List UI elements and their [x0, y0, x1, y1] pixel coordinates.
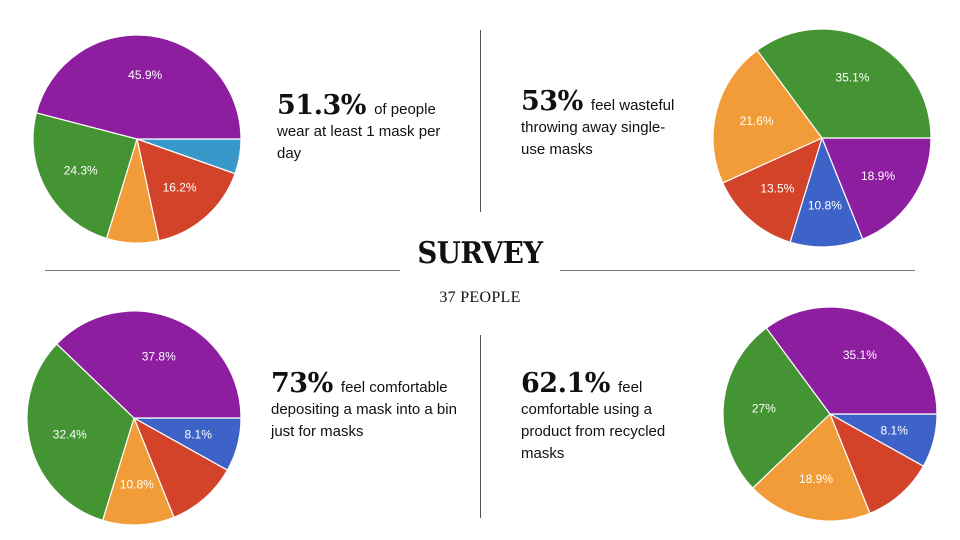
divider-horizontal-left — [45, 270, 400, 271]
pie-slice — [101, 416, 175, 526]
pie-slice-label: 8.1% — [185, 428, 213, 442]
pie-slice-label: 45.9% — [128, 68, 162, 82]
pie-slice — [32, 112, 138, 240]
pie-slice-label: 27% — [752, 401, 776, 415]
pie-slice — [821, 137, 932, 240]
pie-slice — [751, 412, 871, 522]
stat-text-2: 53% feel wasteful throwing away single-u… — [521, 88, 681, 161]
pie-chart-2: 18.9% 10.8% 13.5% 21.6% 35.1% — [712, 28, 932, 248]
pie-slice-label: 32.4% — [53, 428, 87, 442]
pie-chart-4: 8.1% 18.9% 27% 35.1% — [722, 306, 938, 522]
pie-slice-label: 35.1% — [835, 71, 869, 85]
pie-slice-label: 21.6% — [740, 114, 774, 128]
divider-vertical-top — [480, 30, 481, 212]
stat-text-4: 62.1% feel comfortable using a product f… — [521, 370, 686, 465]
stat-percent: 51.3% — [277, 90, 366, 121]
pie-slice-label: 37.8% — [142, 349, 176, 363]
divider-horizontal-right — [560, 270, 915, 271]
pie-slice — [136, 138, 236, 242]
pie-slice-label: 24.3% — [64, 163, 98, 177]
pie-slice-label: 10.8% — [120, 477, 154, 491]
stat-percent: 53% — [521, 86, 583, 117]
pie-slice — [828, 412, 925, 515]
pie-slice-label: 8.1% — [881, 424, 909, 438]
pie-chart-3: 8.1% 10.8% 32.4% 37.8% — [26, 310, 242, 526]
stat-description: of people wear at least 1 mask per day — [277, 101, 441, 162]
divider-vertical-bottom — [480, 335, 481, 518]
pie-slice — [721, 136, 823, 243]
pie-slice — [765, 306, 938, 415]
pie-slice — [712, 49, 823, 184]
stat-description: feel comfortable using a product from re… — [521, 379, 666, 462]
page-title: SURVEY — [417, 236, 543, 271]
stat-description: feel wasteful throwing away single-use m… — [521, 97, 675, 158]
pie-slice — [55, 310, 242, 419]
pie-slice — [26, 343, 135, 522]
pie-slice-label: 10.8% — [808, 199, 842, 213]
pie-slice-label: 18.9% — [861, 169, 895, 183]
pie-slice-label: 35.1% — [843, 348, 877, 362]
pie-slice — [722, 327, 831, 489]
pie-slice — [132, 416, 229, 519]
stat-percent: 73% — [271, 368, 333, 399]
pie-slice-label: 16.2% — [163, 180, 197, 194]
stat-text-3: 73% feel comfortable depositing a mask i… — [271, 370, 461, 443]
pie-slice — [35, 34, 242, 140]
pie-slice — [789, 136, 864, 248]
pie-slice-label: 18.9% — [799, 472, 833, 486]
page-subtitle: 37 PEOPLE — [439, 289, 521, 306]
stat-description: feel comfortable depositing a mask into … — [271, 379, 457, 440]
stat-text-1: 51.3% of people wear at least 1 mask per… — [277, 92, 467, 165]
pie-slice-label: 13.5% — [760, 182, 794, 196]
stat-percent: 62.1% — [521, 368, 610, 399]
pie-chart-1: 16.2% 24.3% 45.9% — [32, 34, 242, 244]
pie-slice — [756, 28, 932, 139]
